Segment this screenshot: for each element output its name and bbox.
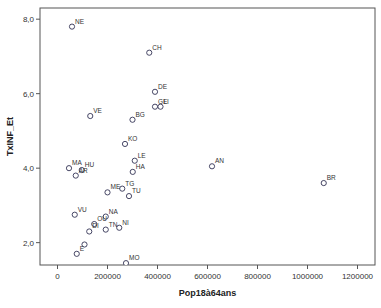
chart: 0 200000 400000 600000 800000 1000000 1200000 2… [0, 0, 381, 308]
point [87, 229, 92, 234]
y-tick-label: 8,0 [23, 15, 35, 24]
point [152, 104, 157, 109]
point-label: TG [125, 180, 134, 187]
point [88, 113, 93, 118]
x-tick-label: 0 [55, 272, 60, 281]
x-tick-label: 800000 [244, 272, 271, 281]
point-label: LI [164, 98, 170, 105]
point-label: VU [78, 206, 87, 213]
point [69, 24, 74, 29]
point-label: AN [215, 157, 224, 164]
point-label: NE [75, 18, 85, 25]
point-labels: NECHDEGELIVEBGKOLEMAHUARANBRHATGMETUVUNA… [72, 18, 336, 262]
x-tick [57, 265, 58, 269]
point-label: VE [93, 107, 102, 114]
x-axis-title: Pop18à64ans [179, 288, 237, 298]
x-tick [357, 265, 358, 269]
y-tick [36, 93, 40, 94]
point [72, 212, 77, 217]
point [66, 166, 71, 171]
plot-frame [40, 8, 375, 265]
point-label: DE [158, 83, 168, 90]
x-tick-label: 600000 [194, 272, 221, 281]
point [209, 164, 214, 169]
point-label: TU [132, 187, 141, 194]
point [147, 50, 152, 55]
point [130, 169, 135, 174]
y-tick [36, 242, 40, 243]
y-tick [36, 19, 40, 20]
point [74, 251, 79, 256]
point-label: LE [138, 152, 147, 159]
point-label: TN [109, 221, 118, 228]
point-label: KO [128, 135, 137, 142]
point-label: CH [152, 44, 162, 51]
point [158, 104, 163, 109]
y-tick-label: 2,0 [23, 239, 35, 248]
x-tick [157, 265, 158, 269]
point-label: E [80, 245, 85, 252]
x-tick-label: 1200000 [342, 272, 374, 281]
point [122, 141, 127, 146]
x-tick [257, 265, 258, 269]
point [120, 186, 125, 191]
x-tick [207, 265, 208, 269]
point [130, 117, 135, 122]
x-tick-label: 400000 [144, 272, 171, 281]
point-label: AR [79, 167, 88, 174]
point-label: BR [327, 174, 336, 181]
point [117, 225, 122, 230]
point-label: DI [92, 222, 99, 229]
point-label: MA [72, 159, 82, 166]
point-label: MO [129, 254, 139, 261]
y-tick [36, 168, 40, 169]
point-label: NI [122, 219, 129, 226]
point [123, 261, 128, 265]
x-tick [307, 265, 308, 269]
point-label: HA [136, 163, 146, 170]
y-tick-label: 6,0 [23, 90, 35, 99]
x-tick-label: 200000 [94, 272, 121, 281]
point [152, 89, 157, 94]
point-label: BG [136, 111, 145, 118]
x-tick [107, 265, 108, 269]
point [103, 227, 108, 232]
point-label: NA [109, 208, 119, 215]
y-axis-title: TxINF_Et [5, 117, 15, 156]
point [105, 190, 110, 195]
point-label: ME [111, 183, 121, 190]
x-tick-label: 1000000 [292, 272, 324, 281]
points [66, 24, 326, 265]
point-label: OU [97, 215, 107, 222]
y-tick-label: 4,0 [23, 164, 35, 173]
point [321, 180, 326, 185]
point [73, 173, 78, 178]
point [126, 193, 131, 198]
